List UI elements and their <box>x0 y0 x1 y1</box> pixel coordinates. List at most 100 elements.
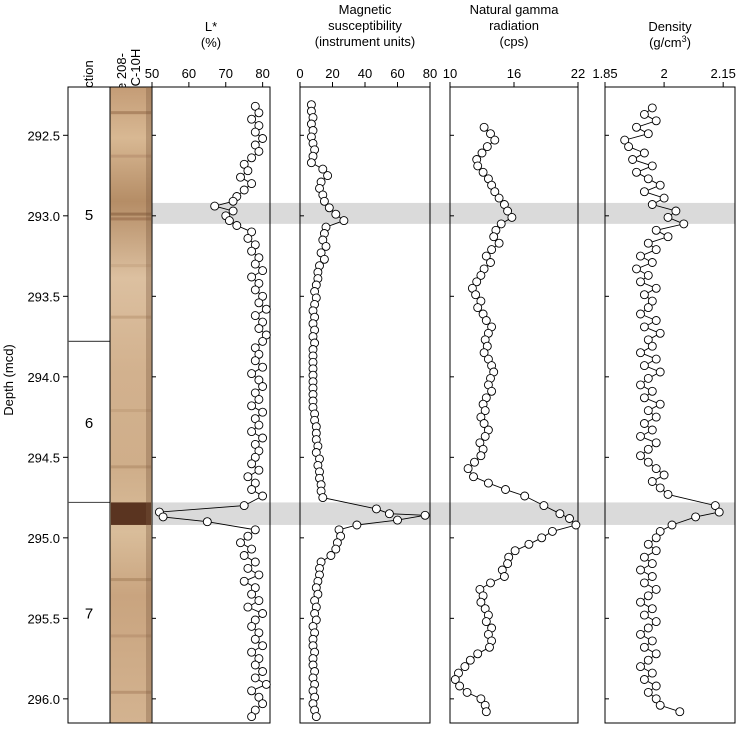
data-point <box>503 559 513 569</box>
data-point <box>243 233 253 243</box>
data-point <box>647 341 657 351</box>
data-point <box>636 277 645 287</box>
data-point <box>247 272 257 282</box>
depth-tick-label: 292.5 <box>27 128 60 143</box>
data-point <box>247 114 257 124</box>
data-point <box>250 127 260 137</box>
data-point <box>326 551 336 560</box>
data-point <box>258 491 268 501</box>
data-point <box>470 457 479 467</box>
core-streak <box>111 212 151 216</box>
highlight-band <box>152 202 735 224</box>
data-point <box>663 212 673 222</box>
data-point <box>258 407 268 417</box>
depth-tick-label: 295.0 <box>27 531 60 546</box>
x-tick-label: 1.85 <box>592 66 617 81</box>
section-label: 5 <box>85 207 93 224</box>
data-point <box>639 642 649 652</box>
depth-axis: Depth (mcd) 292.5 293.0 293.5 294.0 294.5 295… <box>1 128 68 707</box>
data-point <box>647 425 657 435</box>
panel-density: 1.85 2 2.15 Density(g/cm3) <box>592 19 736 724</box>
data-point <box>254 108 264 118</box>
data-point <box>503 206 513 216</box>
data-point <box>250 525 260 535</box>
data-point <box>507 212 517 222</box>
data-point <box>643 623 653 633</box>
data-point <box>636 451 645 461</box>
panel-magsus: 0 20 40 60 80 Magneticsusceptibility(instrume… <box>296 2 437 724</box>
data-point <box>636 309 645 319</box>
data-point <box>247 227 257 237</box>
data-point <box>481 707 491 717</box>
data-point <box>655 526 665 536</box>
data-point <box>510 546 520 556</box>
data-point <box>486 578 495 588</box>
core-streak <box>111 111 151 115</box>
data-point <box>393 515 402 525</box>
core-streak <box>111 690 151 694</box>
data-point <box>331 209 341 219</box>
data-point <box>247 179 257 189</box>
data-point <box>667 520 677 530</box>
data-point <box>243 563 253 573</box>
data-point <box>639 552 649 562</box>
data-point <box>247 401 257 411</box>
data-point <box>675 707 685 717</box>
core-streak <box>111 315 151 319</box>
data-point <box>462 687 472 697</box>
data-point <box>494 238 504 248</box>
data-point <box>639 290 649 300</box>
data-point <box>651 316 661 325</box>
data-point <box>647 103 657 113</box>
data-point <box>254 570 264 580</box>
data-point <box>647 296 657 306</box>
section-column: Section 567 <box>67 60 111 724</box>
data-point <box>494 193 504 203</box>
data-point <box>655 483 665 493</box>
data-point <box>636 565 645 575</box>
x-tick-label: 40 <box>358 66 372 81</box>
data-point <box>331 544 341 554</box>
data-point <box>481 316 491 325</box>
data-point <box>571 520 581 530</box>
data-point <box>651 464 661 474</box>
data-point <box>639 187 649 197</box>
data-point <box>250 259 260 269</box>
data-point <box>250 705 260 715</box>
panel-title-line: susceptibility <box>328 18 402 33</box>
panel-frame <box>151 86 271 724</box>
data-point <box>224 216 234 226</box>
data-point <box>655 700 665 710</box>
panel-lstar: 50 60 70 80 L*(%) <box>145 19 271 724</box>
data-point <box>243 531 253 541</box>
data-point <box>239 501 249 511</box>
x-tick-label: 2.15 <box>711 66 736 81</box>
data-point <box>321 241 331 251</box>
data-point <box>250 660 260 670</box>
data-point <box>651 546 661 556</box>
data-point <box>465 655 475 665</box>
data-point <box>636 431 645 441</box>
data-point <box>643 335 653 345</box>
data-point <box>647 604 657 614</box>
data-point <box>639 322 649 332</box>
data-point <box>247 485 257 494</box>
x-tick-label: 60 <box>182 66 196 81</box>
panel-title-line: (%) <box>201 35 221 50</box>
data-point <box>254 420 264 430</box>
data-point <box>480 406 490 416</box>
depth-tick-label: 293.0 <box>27 209 60 224</box>
data-point <box>643 129 653 139</box>
data-point <box>496 219 506 229</box>
data-point <box>651 694 661 704</box>
data-point <box>647 636 657 646</box>
data-point <box>250 634 260 644</box>
data-point <box>647 477 657 486</box>
x-tick-label: 16 <box>507 66 521 81</box>
depth-tick-label: 295.5 <box>27 611 60 626</box>
data-point <box>250 285 260 295</box>
data-point <box>639 578 649 588</box>
data-point <box>632 167 641 177</box>
data-point <box>651 412 661 422</box>
data-point <box>671 206 681 216</box>
